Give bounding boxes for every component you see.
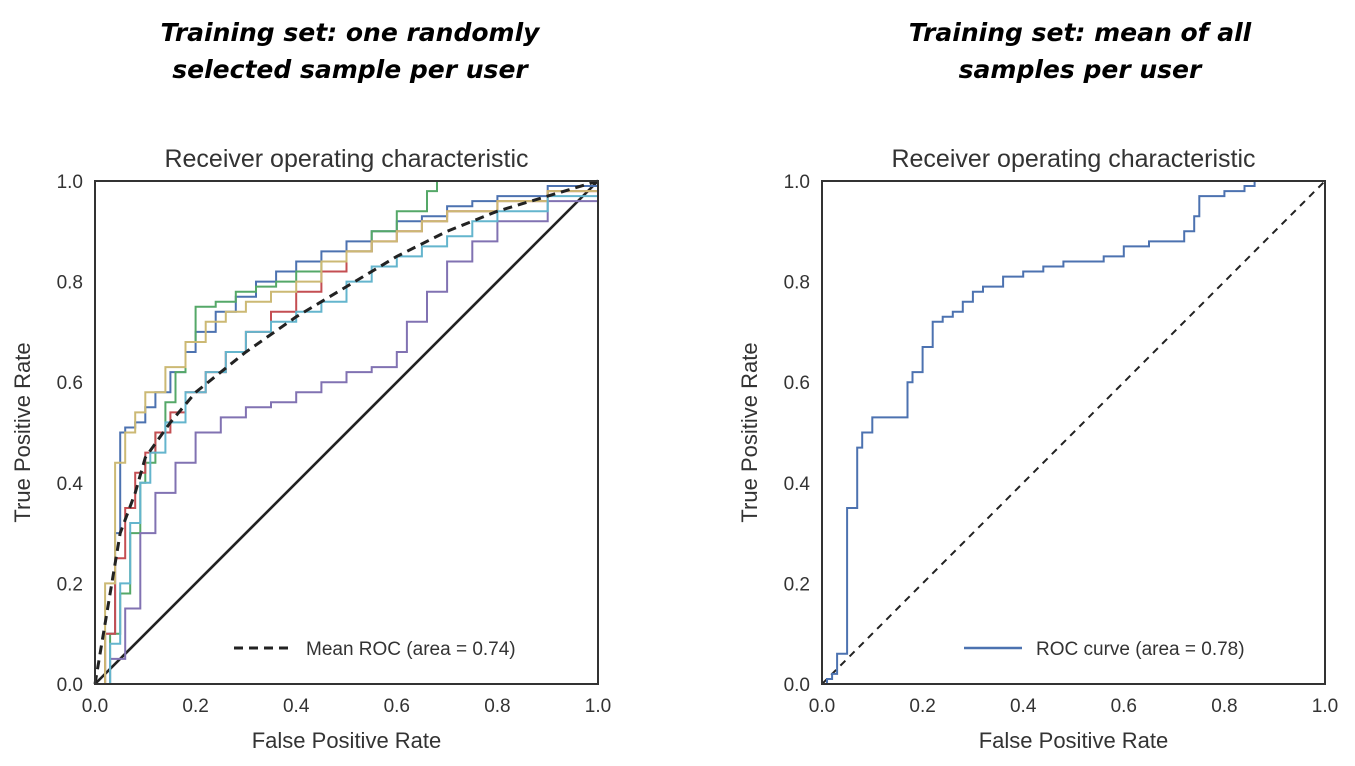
left-legend: Mean ROC (area = 0.74) [234,639,516,660]
left-chart: Receiver operating characteristic 0.0 0.2 0… [10,145,611,753]
right-y-tick-label: 1.0 [784,172,810,193]
left-x-axis-label: False Positive Rate [252,728,442,753]
heading-left-line-2: selected sample per user [172,55,528,84]
right-chart: Receiver operating characteristic 0.0 0.2 0… [737,145,1338,753]
right-y-tick-label: 0.4 [784,474,811,495]
right-plot-title: Receiver operating characteristic [891,145,1255,173]
left-x-tick-label: 0.0 [82,696,108,717]
left-roc-series-6 [95,181,599,685]
left-x-tick-label: 0.2 [182,696,208,717]
right-axes-frame [821,180,1326,685]
right-x-tick-label: 0.8 [1211,696,1237,717]
left-mean-roc-line [93,179,599,685]
right-x-axis-label: False Positive Rate [979,728,1169,753]
right-x-tick-label: 0.6 [1111,696,1137,717]
right-x-tick-label: 0.2 [909,696,935,717]
left-axes-frame [94,180,599,685]
left-legend-label: Mean ROC (area = 0.74) [306,639,516,660]
heading-left-line-1: Training set: one randomly [160,18,540,47]
left-roc-series-5 [95,181,599,685]
right-diagonal-line [821,180,1326,685]
left-y-tick-label: 0.6 [57,373,83,394]
right-y-tick-label: 0.0 [784,675,810,696]
left-plot-title: Receiver operating characteristic [164,145,528,173]
left-x-tick-label: 0.6 [384,696,410,717]
right-x-tick-label: 0.4 [1010,696,1037,717]
right-y-tick-label: 0.2 [784,574,810,595]
right-y-tick-label: 0.8 [784,273,810,294]
right-x-tick-label: 1.0 [1312,696,1338,717]
heading-right-line-1: Training set: mean of all [908,18,1252,47]
right-y-axis-label: True Positive Rate [737,342,762,522]
left-roc-series-1 [95,181,599,685]
left-x-tick-label: 0.4 [283,696,310,717]
left-y-tick-label: 0.0 [57,675,83,696]
heading-left: Training set: one randomly selected samp… [140,14,560,88]
right-legend: ROC curve (area = 0.78) [964,639,1245,660]
right-roc-series-1 [822,180,1325,685]
left-y-tick-label: 0.2 [57,574,83,595]
left-y-tick-label: 1.0 [57,172,83,193]
left-x-tick-label: 0.8 [484,696,510,717]
left-y-axis-label: True Positive Rate [10,342,35,522]
left-y-tick-label: 0.8 [57,273,83,294]
heading-right: Training set: mean of all samples per us… [870,14,1290,88]
left-x-tick-label: 1.0 [585,696,611,717]
left-y-tick-label: 0.4 [57,474,84,495]
left-roc-series-4 [95,181,599,685]
right-legend-label: ROC curve (area = 0.78) [1036,639,1245,660]
right-x-tick-label: 0.0 [809,696,835,717]
right-y-tick-label: 0.6 [784,373,810,394]
heading-right-line-2: samples per user [958,55,1202,84]
left-diagonal-line [94,180,599,685]
